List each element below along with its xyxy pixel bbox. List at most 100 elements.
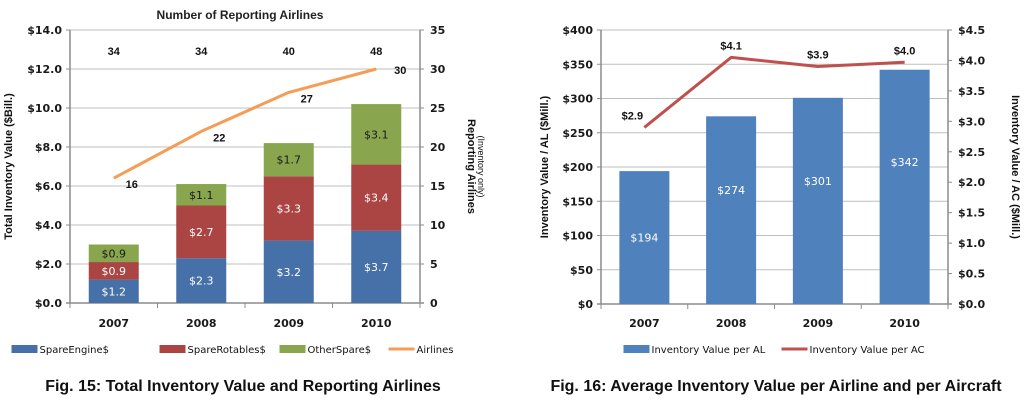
bar-inventory-value-per-al	[879, 69, 930, 304]
bar-inventory-value-per-al	[706, 116, 757, 304]
y2-tick-label: $1.0	[958, 237, 985, 250]
bar-sparerotables-	[176, 205, 227, 259]
legend: Inventory Value per AL Inventory Value pe…	[623, 345, 925, 356]
legend-item: Inventory Value per AC	[781, 345, 925, 356]
bar-data-label: $301	[804, 175, 832, 188]
legend-item: SpareEngine$	[11, 345, 110, 356]
y-tick-label: $150	[562, 195, 593, 208]
line-data-label: $4.0	[894, 45, 915, 57]
top-annotation: 34	[195, 46, 208, 58]
bar-inventory-value-per-al	[619, 171, 670, 304]
y2-tick-label: 15	[430, 180, 445, 193]
bar-data-label: $0.9	[102, 265, 127, 278]
legend-swatch	[279, 345, 306, 353]
legend-item: SpareRotables$	[159, 345, 266, 356]
bar-data-label: $1.7	[277, 154, 302, 167]
y2-tick-label: $2.0	[958, 176, 985, 189]
bar-sparerotables-	[351, 164, 402, 231]
y-tick-label: $12.0	[27, 63, 62, 76]
bar-data-label: $194	[630, 232, 658, 245]
y-tick-label: $4.0	[35, 219, 62, 232]
y2-tick-label: 5	[430, 258, 438, 271]
legend-label: Airlines	[417, 345, 454, 356]
y-tick-label: $10.0	[27, 102, 62, 115]
legend-label: OtherSpare$	[308, 345, 372, 356]
bar-data-label: $3.7	[364, 261, 389, 274]
bar-otherspare-	[263, 143, 314, 177]
legend-item: Airlines	[388, 345, 454, 356]
bar-data-label: $3.4	[364, 192, 389, 205]
x-tick-label: 2007	[98, 317, 129, 330]
bar-data-label: $0.9	[102, 247, 127, 260]
bar-data-label: $3.1	[364, 128, 389, 141]
y2-axis-subtitle: (Inventory only)	[476, 135, 486, 197]
y-tick-label: $6.0	[35, 180, 62, 193]
y-tick-label: $0	[578, 298, 594, 311]
top-annotation: 40	[283, 46, 295, 58]
y2-tick-label: $0.5	[958, 268, 985, 281]
y2-axis-title: Reporting Airlines	[465, 119, 477, 214]
y2-tick-label: $4.5	[958, 24, 985, 37]
top-annotation: 34	[108, 46, 121, 58]
y-tick-label: $350	[562, 58, 593, 71]
bar-inventory-value-per-al	[792, 97, 843, 304]
chart-fig16: $0 $50 $100 $150 $200 $250 $300 $350 $400 $0.0 $0.…	[539, 24, 1021, 395]
y-tick-label: $300	[562, 93, 593, 106]
y2-tick-label: $0.0	[958, 298, 985, 311]
y-tick-label: $14.0	[27, 24, 62, 37]
line-airlines	[113, 67, 377, 180]
bar-data-label: $1.1	[189, 189, 214, 202]
bar-data-label: $2.3	[189, 275, 214, 288]
line-data-label: 22	[213, 132, 225, 144]
legend-swatch	[159, 345, 186, 353]
y-tick-label: $250	[562, 127, 593, 140]
line-data-label: $2.9	[622, 110, 643, 122]
line-inventory-value-per-ac	[643, 55, 905, 129]
legend-label: Inventory Value per AL	[652, 345, 766, 356]
bar-data-label: $342	[891, 156, 919, 169]
legend-swatch	[11, 345, 38, 353]
line-data-label: 16	[126, 179, 138, 191]
y-tick-label: $8.0	[35, 141, 62, 154]
y-tick-label: $2.0	[35, 258, 62, 271]
y2-axis-title: Inventory Value / AC ($Mill.)	[1009, 95, 1021, 239]
legend-label: SpareEngine$	[40, 345, 110, 356]
x-tick-label: 2010	[361, 317, 392, 330]
line-data-label: 27	[301, 93, 313, 105]
x-tick-label: 2009	[273, 317, 304, 330]
y-tick-label: $0.0	[35, 297, 62, 310]
figure-caption: Fig. 15: Total Inventory Value and Repor…	[45, 378, 441, 395]
bar-data-label: $2.7	[189, 226, 214, 239]
y2-tick-label: 20	[430, 141, 446, 154]
bar-spareengine-	[263, 240, 314, 303]
chart-title: Number of Reporting Airlines	[157, 8, 324, 22]
y2-tick-label: 30	[430, 63, 446, 76]
line-data-label: $4.1	[720, 40, 741, 52]
y2-tick-label: 0	[430, 297, 438, 310]
bar-data-label: $3.3	[277, 202, 302, 215]
bar-otherspare-	[351, 104, 402, 165]
bar-data-label: $3.2	[277, 266, 302, 279]
line-data-label: $3.9	[807, 50, 828, 62]
y2-tick-label: 10	[430, 219, 446, 232]
y2-tick-label: $3.0	[958, 115, 985, 128]
y2-tick-label: $3.5	[958, 85, 985, 98]
y-axis-title: Inventory Value / AL ($Mill.)	[539, 95, 551, 238]
legend-label: Inventory Value per AC	[810, 345, 925, 356]
y2-tick-label: 25	[430, 102, 445, 115]
y-tick-label: $200	[562, 161, 593, 174]
bar-spareengine-	[351, 230, 402, 303]
y-axis-title: Total Inventory Value ($Bill.)	[3, 93, 15, 240]
y-tick-label: $100	[562, 230, 593, 243]
y-tick-label: $50	[570, 264, 593, 277]
x-tick-label: 2008	[186, 317, 217, 330]
bar-data-label: $1.2	[102, 285, 127, 298]
legend-item: OtherSpare$	[279, 345, 372, 356]
x-tick-label: 2007	[629, 317, 660, 330]
y2-tick-label: $2.5	[958, 146, 985, 159]
y-tick-label: $400	[562, 24, 593, 37]
y2-tick-label: 35	[430, 24, 445, 37]
chart-fig15: $0.0 $2.0 $4.0 $6.0 $8.0 $10.0 $12.0 $14.0 0 5 10 1…	[3, 8, 486, 395]
line-data-label: 30	[394, 65, 406, 77]
